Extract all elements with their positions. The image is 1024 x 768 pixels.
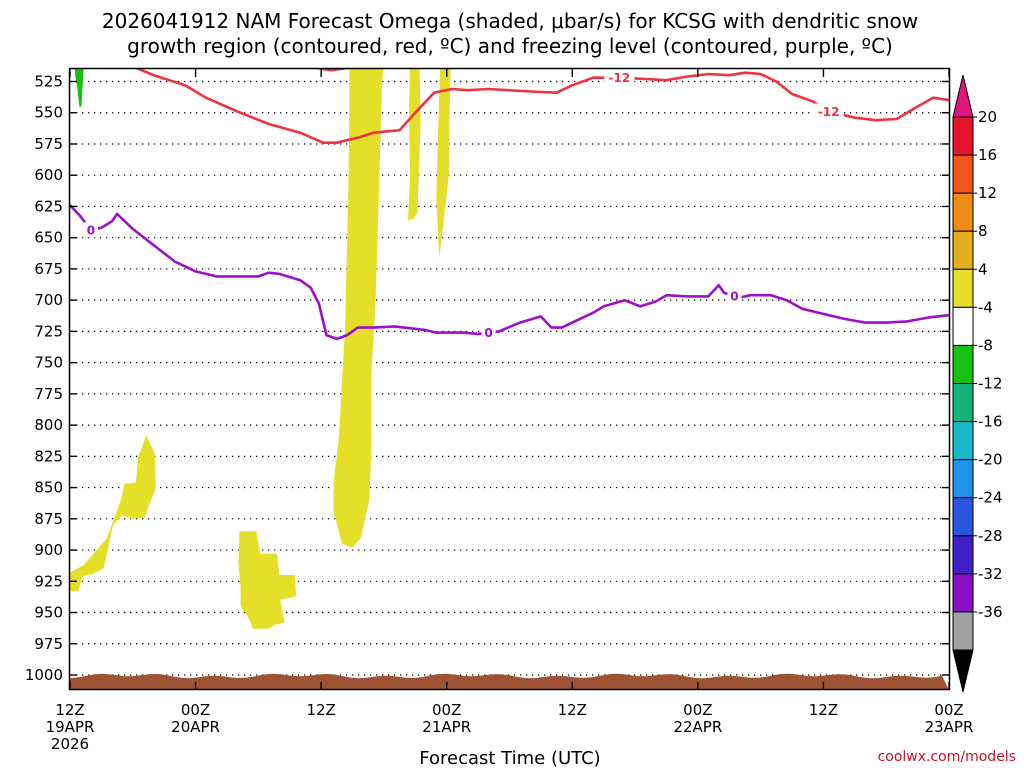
contour-label-bg	[604, 69, 635, 85]
x-tick-label: 00Z	[934, 701, 963, 719]
plot-frame	[68, 67, 951, 691]
colorbar-bin	[952, 535, 974, 575]
contour-label-bg	[727, 287, 742, 303]
colorbar-bin	[952, 611, 974, 651]
colorbar-bin	[952, 116, 974, 156]
colorbar-under-arrow	[952, 649, 974, 693]
colorbar-tick-label: -4	[978, 298, 993, 316]
y-tick-label: 525	[34, 72, 63, 90]
y-tick-label: 850	[34, 479, 63, 497]
contour-label: 0	[484, 326, 492, 340]
y-tick-label: 975	[34, 635, 63, 653]
colorbar-tick-label: 16	[978, 146, 997, 164]
credit-text: coolwx.com/models	[878, 749, 1016, 765]
x-axis-label: Forecast Time (UTC)	[419, 748, 600, 768]
x-tick-label: 19APR	[46, 718, 95, 736]
colorbar-tick-label: -32	[978, 565, 1003, 583]
colorbar-bin	[952, 421, 974, 461]
contour-label-bg	[83, 222, 98, 238]
omega-region	[74, 69, 84, 107]
title-line-1: 2026041912 NAM Forecast Omega (shaded, μ…	[102, 9, 918, 33]
omega-region	[436, 69, 451, 258]
y-tick-label: 775	[34, 385, 63, 403]
terrain-surface	[70, 673, 949, 690]
contour-label-bg	[481, 324, 496, 340]
x-tick-label: 12Z	[306, 701, 335, 719]
colorbar-tick-label: 20	[978, 108, 997, 126]
y-tick-label: 1000	[25, 666, 63, 684]
plot-area: -12 -12 0 0 0	[70, 69, 949, 690]
contour-label-bg	[813, 103, 844, 119]
y-tick-label: 875	[34, 510, 63, 528]
contour-line--12-b	[315, 69, 350, 72]
contour-label: -12	[818, 105, 840, 119]
colorbar: 20 16 12 8 4 -4 -8 -12 -16 -20 -24 -28 -32 -36	[952, 74, 1003, 693]
x-tick-label: 00Z	[181, 701, 210, 719]
x-tick-label: 00Z	[683, 701, 712, 719]
colorbar-bin	[952, 459, 974, 499]
x-tick-label: 22APR	[673, 718, 722, 736]
x-tick-label: 12Z	[809, 701, 838, 719]
contour-line--12	[135, 69, 949, 144]
y-tick-label: 725	[34, 322, 63, 340]
y-tick-label: 825	[34, 447, 63, 465]
x-tick-label: 21APR	[422, 718, 471, 736]
colorbar-tick-label: -8	[978, 336, 993, 354]
y-tick-label: 600	[34, 166, 63, 184]
y-tick-label: 575	[34, 135, 63, 153]
contour-label: 0	[730, 289, 738, 303]
y-axis: 525 550 575 600 625 650 675 700 725 750 775 800 825 8…	[25, 72, 949, 684]
colorbar-tick-label: -28	[978, 527, 1003, 545]
colorbar-bin	[952, 230, 974, 270]
colorbar-over-arrow	[952, 74, 974, 118]
y-tick-label: 800	[34, 416, 63, 434]
contour-line-0	[70, 203, 949, 341]
y-tick-label: 650	[34, 229, 63, 247]
colorbar-bin	[952, 573, 974, 613]
y-tick-label: 925	[34, 572, 63, 590]
colorbar-bin	[952, 268, 974, 308]
y-tick-label: 675	[34, 260, 63, 278]
colorbar-bin	[952, 192, 974, 232]
colorbar-tick-label: 8	[978, 222, 988, 240]
title-line-2: growth region (contoured, red, ºC) and f…	[127, 34, 893, 58]
x-tick-label: 23APR	[925, 718, 974, 736]
y-tick-label: 625	[34, 197, 63, 215]
colorbar-bin	[952, 344, 974, 384]
y-tick-label: 750	[34, 354, 63, 372]
x-tick-label: 2026	[51, 735, 89, 753]
omega-region	[350, 92, 367, 376]
x-tick-label: 12Z	[558, 701, 587, 719]
contour-label: -12	[609, 71, 631, 85]
colorbar-tick-label: 12	[978, 184, 997, 202]
y-tick-label: 950	[34, 604, 63, 622]
omega-region	[70, 435, 156, 592]
colorbar-tick-label: -20	[978, 451, 1003, 469]
colorbar-tick-label: -12	[978, 375, 1003, 393]
colorbar-tick-label: -36	[978, 603, 1003, 621]
y-tick-label: 700	[34, 291, 63, 309]
y-tick-label: 550	[34, 104, 63, 122]
colorbar-bin	[952, 154, 974, 194]
x-tick-label: 20APR	[171, 718, 220, 736]
colorbar-tick-label: -24	[978, 489, 1003, 507]
colorbar-tick-label: 4	[978, 260, 988, 278]
colorbar-bin	[952, 306, 974, 346]
contour-label: 0	[87, 224, 95, 238]
omega-region	[238, 531, 296, 629]
colorbar-bin	[952, 383, 974, 423]
x-tick-label: 00Z	[432, 701, 461, 719]
colorbar-tick-label: -16	[978, 413, 1003, 431]
colorbar-bin	[952, 497, 974, 537]
x-tick-label: 12Z	[55, 701, 84, 719]
omega-region	[408, 69, 421, 221]
y-tick-label: 900	[34, 541, 63, 559]
chart-title: 2026041912 NAM Forecast Omega (shaded, μ…	[102, 9, 918, 58]
